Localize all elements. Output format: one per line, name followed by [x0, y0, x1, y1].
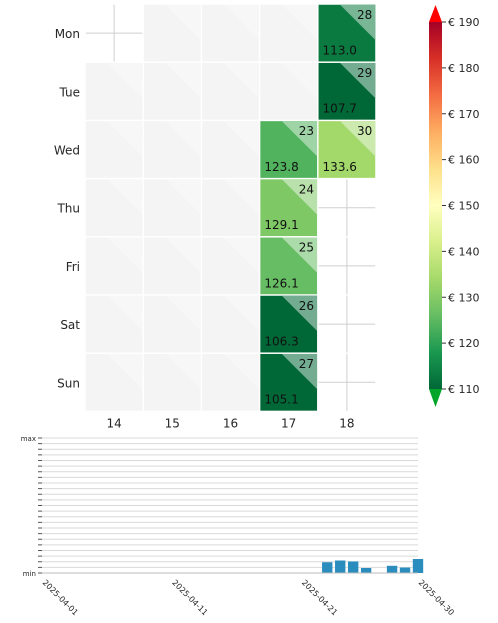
colorbar-tick-label: € 150 — [448, 200, 480, 213]
heatmap-cell-corner — [281, 121, 318, 157]
heatmap-value-label: 105.1 — [264, 393, 298, 407]
heatmap-cell-corner — [340, 4, 376, 40]
heatmap-empty-corner — [107, 179, 143, 215]
column-label: 17 — [281, 416, 296, 430]
heatmap-empty-corner — [281, 4, 318, 40]
xtick-label: 2025-04-21 — [300, 578, 339, 617]
xtick-label: 2025-04-11 — [170, 578, 209, 617]
ytick-label-max: max — [21, 435, 36, 443]
colorbar-tick-label: € 160 — [448, 154, 480, 167]
daily-price-bar-chart: max min 2025-04-01 2025-04-11 2025-04-21 2025… — [21, 435, 456, 617]
colorbar-tick-label: € 120 — [448, 337, 480, 350]
heatmap-value-label: 107.7 — [323, 102, 357, 116]
bar — [335, 560, 346, 573]
heatmap-empty-corner — [223, 237, 259, 273]
heatmap-empty-corner — [165, 179, 201, 215]
row-label-mon: Mon — [55, 27, 80, 41]
heatmap-empty-corner — [223, 353, 259, 390]
row-label-tue: Tue — [59, 85, 81, 99]
bar — [360, 568, 372, 573]
row-label-wed: Wed — [54, 144, 80, 158]
colorbar-tick-label: € 140 — [448, 245, 480, 258]
heatmap-empty-corner — [165, 237, 201, 273]
ytick-label-min: min — [23, 570, 36, 578]
row-label-thu: Thu — [56, 202, 80, 216]
bar — [386, 565, 398, 573]
bar — [412, 559, 424, 573]
row-label-sat: Sat — [60, 318, 80, 332]
column-label: 18 — [339, 416, 354, 430]
xtick-label: 2025-04-30 — [417, 578, 456, 617]
heatmap-day-label: 25 — [299, 241, 314, 255]
heatmap-day-label: 24 — [299, 182, 314, 196]
colorbar-tick-label: € 170 — [448, 108, 480, 121]
heatmap-value-label: 113.0 — [323, 43, 357, 57]
colorbar-extend-high — [429, 5, 442, 22]
heatmap-day-label: 23 — [299, 124, 314, 138]
heatmap-cell-corner — [281, 179, 318, 215]
column-label: 15 — [165, 416, 180, 430]
bar — [347, 561, 359, 573]
heatmap-empty-corner — [223, 62, 259, 99]
bar — [322, 562, 333, 573]
heatmap-cell-corner — [340, 121, 376, 157]
heatmap-value-label: 106.3 — [264, 334, 298, 348]
colorbar-extend-low — [429, 389, 442, 407]
heatmap-day-label: 27 — [299, 357, 314, 371]
heatmap-cell-corner — [281, 353, 318, 390]
heatmap-empty-corner — [165, 353, 201, 390]
heatmap-day-label: 26 — [299, 299, 314, 313]
heatmap-day-label: 28 — [357, 8, 372, 22]
bar — [399, 567, 411, 573]
heatmap-empty-corner — [107, 237, 143, 273]
heatmap-value-label: 129.1 — [264, 218, 298, 232]
row-label-fri: Fri — [66, 260, 80, 274]
heatmap-empty-corner — [107, 353, 143, 390]
row-label-sun: Sun — [57, 376, 80, 390]
heatmap-empty-corner — [223, 4, 259, 40]
heatmap-empty-corner — [223, 121, 259, 157]
heatmap-empty-corner — [165, 62, 201, 99]
colorbar-tick-label: € 180 — [448, 62, 480, 75]
heatmap-cell-corner — [340, 62, 376, 99]
colorbar-gradient — [429, 22, 442, 389]
heatmap-empty-corner — [165, 295, 201, 331]
heatmap-empty-corner — [223, 295, 259, 331]
xtick-label: 2025-04-01 — [41, 578, 80, 617]
heatmap-value-label: 126.1 — [264, 276, 298, 290]
heatmap-value-label: 123.8 — [264, 160, 298, 174]
column-label: 14 — [106, 416, 121, 430]
colorbar: € 190 € 180 € 170 € 160 € 150 € 140 € 130 € 120… — [429, 5, 480, 407]
heatmap-empty-corner — [107, 295, 143, 331]
colorbar-tick-label: € 130 — [448, 291, 480, 304]
calendar-heatmap: Mon 28 113.0 Tue 29 107.7 Wed 23 123.8 30 133.6 Thu… — [54, 4, 376, 430]
heatmap-empty-corner — [165, 121, 201, 157]
heatmap-cell-corner — [281, 237, 318, 273]
column-label: 16 — [223, 416, 238, 430]
heatmap-day-label: 30 — [357, 124, 372, 138]
colorbar-tick-label: € 110 — [448, 383, 480, 396]
colorbar-tick-label: € 190 — [448, 16, 480, 29]
heatmap-empty-corner — [223, 179, 259, 215]
heatmap-empty-corner — [165, 4, 201, 40]
heatmap-cell-corner — [281, 295, 318, 331]
heatmap-day-label: 29 — [357, 66, 372, 80]
heatmap-empty-corner — [281, 62, 318, 99]
heatmap-value-label: 133.6 — [323, 160, 357, 174]
heatmap-empty-corner — [107, 121, 143, 157]
heatmap-empty-corner — [107, 62, 143, 99]
